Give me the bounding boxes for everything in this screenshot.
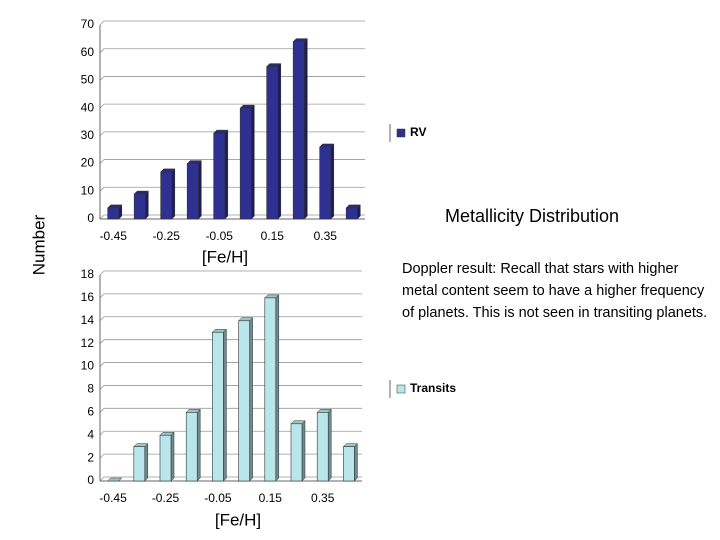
grid-line-depth	[99, 187, 105, 192]
bar-side	[330, 143, 335, 220]
x-tick-label: -0.05	[206, 229, 234, 243]
bar-top	[106, 477, 123, 482]
y-tick-label: 14	[81, 313, 95, 327]
bar	[319, 146, 332, 220]
legend-swatch	[396, 128, 406, 138]
grid-line-depth	[99, 103, 105, 109]
y-tick-label: 16	[81, 290, 95, 304]
bar	[266, 66, 279, 220]
legend-swatch	[396, 384, 406, 394]
bar	[292, 41, 305, 220]
grid-line-depth	[99, 339, 105, 344]
x-tick-label: 0.35	[314, 229, 338, 243]
y-tick-label: 10	[81, 183, 95, 197]
grid-line-depth	[99, 76, 105, 81]
bar-side	[249, 317, 253, 482]
bar	[264, 297, 277, 482]
bar-side	[144, 443, 149, 482]
bar-side	[301, 420, 306, 482]
bar	[290, 423, 303, 482]
bar-side	[327, 408, 332, 482]
y-tick-label: 40	[81, 100, 95, 114]
grid-line-depth	[99, 159, 105, 164]
y-tick-label: 70	[81, 17, 95, 31]
grid-line-depth	[99, 270, 105, 276]
bar-side	[354, 443, 358, 482]
bar-side	[171, 168, 176, 220]
grid-line-depth	[99, 293, 105, 299]
x-tick-label: -0.25	[153, 229, 181, 243]
x-axis-label: [Fe/H]	[202, 247, 248, 266]
bar-side	[170, 431, 175, 482]
x-tick-label: -0.25	[152, 491, 180, 505]
bar	[133, 446, 146, 482]
y-tick-label: 0	[87, 473, 94, 487]
bar	[238, 320, 250, 482]
grid-line-depth	[99, 453, 105, 459]
grid-line-depth	[99, 385, 105, 390]
bar	[343, 446, 355, 482]
bar	[133, 193, 146, 220]
grid-line-depth	[99, 131, 105, 137]
bar	[107, 207, 120, 220]
x-tick-label: 0.15	[261, 229, 285, 243]
y-tick-label: 30	[81, 128, 95, 142]
bar	[345, 207, 358, 220]
y-axis-label: Number	[29, 214, 48, 275]
bar	[316, 412, 329, 482]
grid-line-depth	[99, 20, 105, 26]
bar	[239, 107, 252, 220]
legend-label: Transits	[410, 381, 456, 395]
bar-side	[224, 129, 229, 220]
x-tick-label: -0.45	[99, 491, 127, 505]
x-tick-label: 0.35	[311, 491, 335, 505]
y-tick-label: 50	[81, 73, 95, 87]
bar	[185, 412, 198, 482]
y-tick-label: 10	[81, 359, 95, 373]
bar-side	[223, 328, 227, 482]
grid-line-depth	[99, 48, 105, 53]
bar-side	[145, 190, 149, 220]
note: Doppler result: Recall that stars with h…	[402, 261, 708, 321]
grid-line-depth	[99, 316, 105, 322]
x-tick-label: -0.05	[204, 491, 232, 505]
y-tick-label: 60	[81, 45, 95, 59]
bar-side	[277, 62, 282, 220]
x-tick-label: 0.15	[259, 491, 283, 505]
bar	[160, 171, 173, 220]
bar-side	[275, 294, 280, 482]
grid-line-depth	[99, 214, 105, 220]
bar	[213, 132, 226, 220]
grid-line-depth	[99, 430, 105, 436]
y-tick-label: 4	[87, 427, 94, 441]
legend-label: RV	[410, 125, 426, 139]
bar-side	[251, 104, 255, 220]
y-tick-label: 18	[81, 267, 95, 281]
slide-title: Metallicity Distribution	[445, 206, 619, 226]
y-tick-label: 8	[87, 382, 94, 396]
bar-side	[196, 408, 201, 482]
x-axis-label: [Fe/H]	[215, 510, 261, 529]
y-tick-label: 6	[87, 405, 94, 419]
y-tick-label: 2	[87, 450, 94, 464]
bar-side	[304, 38, 308, 220]
bar-side	[198, 159, 202, 220]
y-tick-label: 0	[87, 211, 94, 225]
grid-line-depth	[99, 408, 105, 413]
bar	[212, 331, 224, 482]
grid-line-depth	[99, 476, 105, 482]
y-tick-label: 20	[81, 156, 95, 170]
y-tick-label: 12	[81, 336, 95, 350]
bar	[186, 163, 199, 220]
grid-line-depth	[99, 362, 105, 367]
x-tick-label: -0.45	[100, 229, 128, 243]
bar	[159, 434, 172, 482]
